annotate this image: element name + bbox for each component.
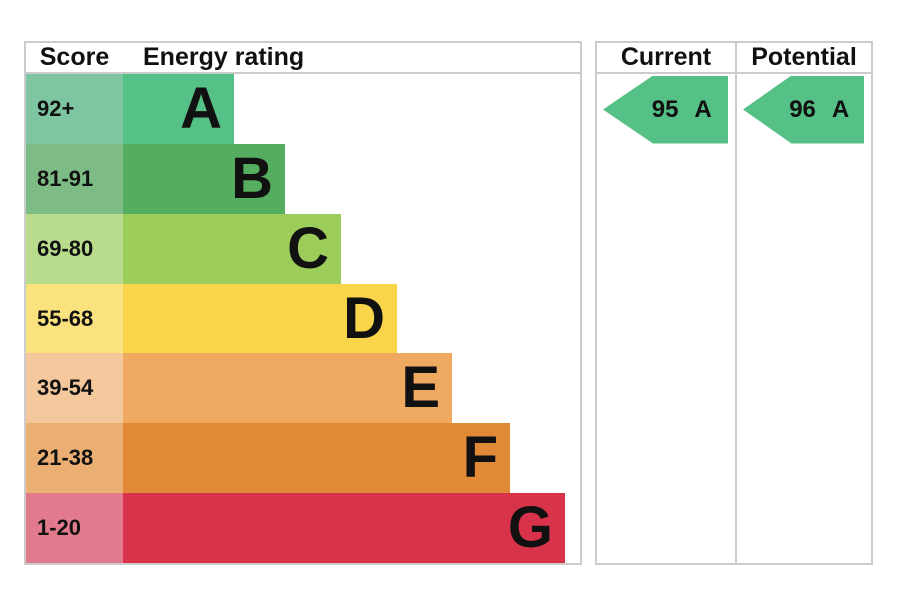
band-bar-f: F [123, 423, 510, 494]
band-letter: E [401, 355, 440, 421]
band-letter: C [287, 215, 329, 281]
potential-rating-value: 96 [789, 95, 816, 123]
band-bar-a: A [123, 74, 234, 144]
potential-column-header: Potential [737, 43, 871, 74]
band-score-range: 92+ [26, 74, 123, 144]
bands-table: Score Energy rating 92+ A 81-91 B 69-80 … [24, 41, 582, 565]
score-column-header: Score [39, 43, 110, 71]
band-letter: F [462, 425, 498, 491]
band-row-c: 69-80 C [26, 213, 580, 284]
band-letter: A [180, 75, 222, 141]
current-rating-value: 95 [651, 95, 679, 123]
band-score-range: 21-38 [26, 423, 123, 494]
band-rows: 92+ A 81-91 B 69-80 C 55-68 D 39-54 E 21… [26, 74, 580, 564]
band-letter: B [231, 145, 273, 211]
ratings-panel: Current 95 A Potential 96 A [595, 41, 873, 565]
current-rating-arrow-icon: 95 A [603, 75, 728, 144]
band-row-e: 39-54 E [26, 353, 580, 424]
band-bar-e: E [123, 353, 452, 424]
energy-rating-column-header: Energy rating [143, 43, 305, 71]
band-row-b: 81-91 B [26, 143, 580, 214]
band-row-g: 1-20 G [26, 493, 580, 564]
band-score-range: 55-68 [26, 283, 123, 354]
band-score-range: 69-80 [26, 213, 123, 284]
potential-arrow-row: 96 A [737, 74, 871, 144]
current-rating-band: A [694, 95, 712, 123]
band-bar-d: D [123, 283, 397, 354]
current-column: Current 95 A [597, 43, 737, 563]
bands-table-header: Score Energy rating [26, 43, 580, 74]
current-arrow-row: 95 A [597, 74, 735, 144]
band-score-range: 1-20 [26, 493, 123, 564]
band-bar-c: C [123, 213, 341, 284]
potential-column: Potential 96 A [737, 43, 871, 563]
band-score-range: 39-54 [26, 353, 123, 424]
band-letter: G [507, 495, 553, 561]
band-row-f: 21-38 F [26, 423, 580, 494]
band-bar-b: B [123, 143, 285, 214]
potential-rating-arrow-icon: 96 A [743, 75, 864, 144]
band-bar-g: G [123, 493, 565, 564]
potential-rating-band: A [831, 95, 850, 123]
band-letter: D [343, 285, 385, 351]
band-row-a: 92+ A [26, 74, 580, 144]
band-score-range: 81-91 [26, 143, 123, 214]
current-column-header: Current [597, 43, 735, 74]
band-row-d: 55-68 D [26, 283, 580, 354]
